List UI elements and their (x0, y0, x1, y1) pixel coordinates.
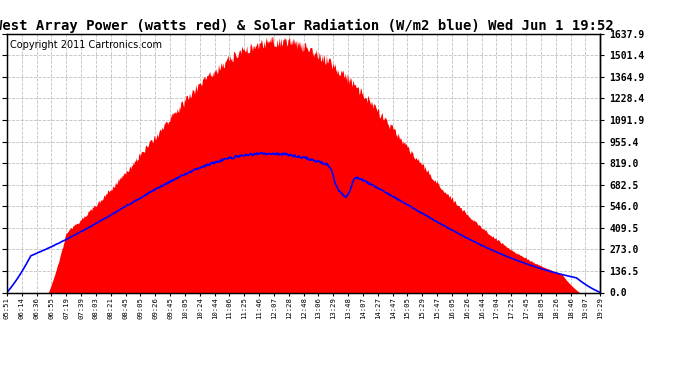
Title: West Array Power (watts red) & Solar Radiation (W/m2 blue) Wed Jun 1 19:52: West Array Power (watts red) & Solar Rad… (0, 18, 613, 33)
Text: Copyright 2011 Cartronics.com: Copyright 2011 Cartronics.com (10, 40, 162, 50)
